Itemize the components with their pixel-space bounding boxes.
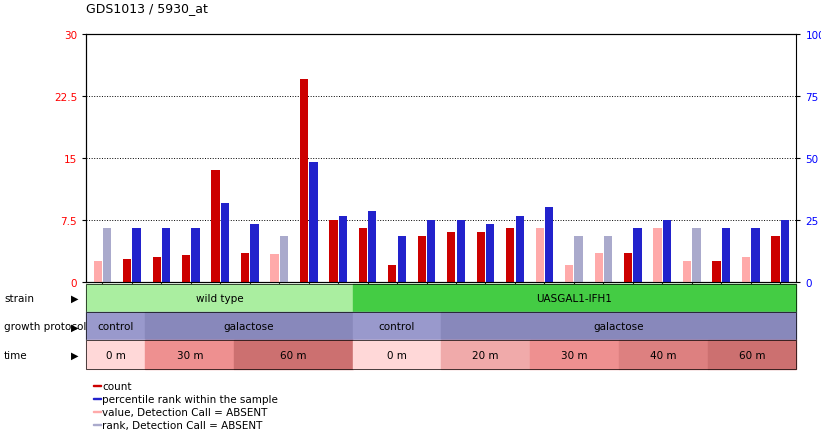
Text: 40 m: 40 m	[650, 350, 677, 360]
Bar	[94, 398, 101, 399]
Text: control: control	[378, 322, 415, 332]
Bar	[516, 216, 524, 282]
Text: 60 m: 60 m	[280, 350, 306, 360]
Text: galactose: galactose	[223, 322, 274, 332]
Bar	[221, 204, 229, 282]
Text: time: time	[4, 350, 28, 360]
Bar	[442, 341, 530, 369]
Text: growth protocol: growth protocol	[4, 322, 86, 332]
Text: 20 m: 20 m	[472, 350, 499, 360]
Bar	[153, 257, 161, 282]
Bar	[654, 228, 662, 282]
Bar	[624, 253, 632, 282]
Text: 30 m: 30 m	[562, 350, 588, 360]
Bar	[94, 424, 101, 425]
Bar	[634, 228, 642, 282]
Bar	[722, 228, 730, 282]
Text: percentile rank within the sample: percentile rank within the sample	[103, 394, 278, 404]
Bar	[751, 228, 759, 282]
Text: wild type: wild type	[195, 293, 243, 303]
Bar	[742, 257, 750, 282]
Bar	[359, 228, 367, 282]
Text: ▶: ▶	[71, 293, 78, 303]
Bar	[575, 237, 583, 282]
Bar	[212, 171, 220, 282]
Bar	[352, 312, 442, 341]
Text: UASGAL1-IFH1: UASGAL1-IFH1	[536, 293, 612, 303]
Bar	[270, 255, 278, 282]
Bar	[663, 220, 671, 282]
Bar	[191, 228, 200, 282]
Bar	[234, 341, 352, 369]
Bar	[477, 233, 485, 282]
Bar	[352, 284, 796, 312]
Bar	[310, 162, 318, 282]
Bar	[506, 228, 515, 282]
Text: 0 m: 0 m	[387, 350, 407, 360]
Bar	[594, 253, 603, 282]
Bar	[535, 228, 544, 282]
Bar	[486, 224, 494, 282]
Bar	[145, 312, 352, 341]
Bar	[352, 341, 442, 369]
Bar	[94, 261, 102, 282]
Bar	[604, 237, 612, 282]
Bar	[565, 266, 573, 282]
Bar	[456, 220, 465, 282]
Text: GDS1013 / 5930_at: GDS1013 / 5930_at	[86, 2, 208, 15]
Bar	[713, 261, 721, 282]
Bar	[447, 233, 456, 282]
Bar	[300, 80, 308, 282]
Bar	[86, 341, 145, 369]
Bar	[145, 341, 234, 369]
Text: 60 m: 60 m	[739, 350, 765, 360]
Text: ▶: ▶	[71, 350, 78, 360]
Bar	[368, 212, 377, 282]
Text: control: control	[98, 322, 134, 332]
Bar	[123, 259, 131, 282]
Bar	[86, 312, 145, 341]
Text: 0 m: 0 m	[106, 350, 126, 360]
Bar	[683, 261, 691, 282]
Bar	[250, 224, 259, 282]
Bar	[388, 266, 397, 282]
Text: strain: strain	[4, 293, 34, 303]
Bar	[162, 228, 170, 282]
Bar	[442, 312, 796, 341]
Bar	[132, 228, 140, 282]
Text: galactose: galactose	[594, 322, 644, 332]
Bar	[182, 256, 190, 282]
Bar	[329, 220, 337, 282]
Bar	[94, 411, 101, 412]
Bar	[530, 341, 619, 369]
Bar	[280, 237, 288, 282]
Text: 30 m: 30 m	[177, 350, 203, 360]
Bar	[94, 385, 101, 386]
Bar	[418, 237, 426, 282]
Bar	[771, 237, 780, 282]
Text: ▶: ▶	[71, 322, 78, 332]
Text: value, Detection Call = ABSENT: value, Detection Call = ABSENT	[103, 407, 268, 417]
Text: count: count	[103, 381, 131, 391]
Bar	[545, 208, 553, 282]
Bar	[427, 220, 435, 282]
Bar	[692, 228, 700, 282]
Bar	[397, 237, 406, 282]
Bar	[103, 228, 112, 282]
Bar	[241, 253, 249, 282]
Bar	[619, 341, 708, 369]
Bar	[86, 284, 352, 312]
Text: rank, Detection Call = ABSENT: rank, Detection Call = ABSENT	[103, 420, 263, 430]
Bar	[339, 216, 347, 282]
Bar	[708, 341, 796, 369]
Bar	[781, 220, 789, 282]
